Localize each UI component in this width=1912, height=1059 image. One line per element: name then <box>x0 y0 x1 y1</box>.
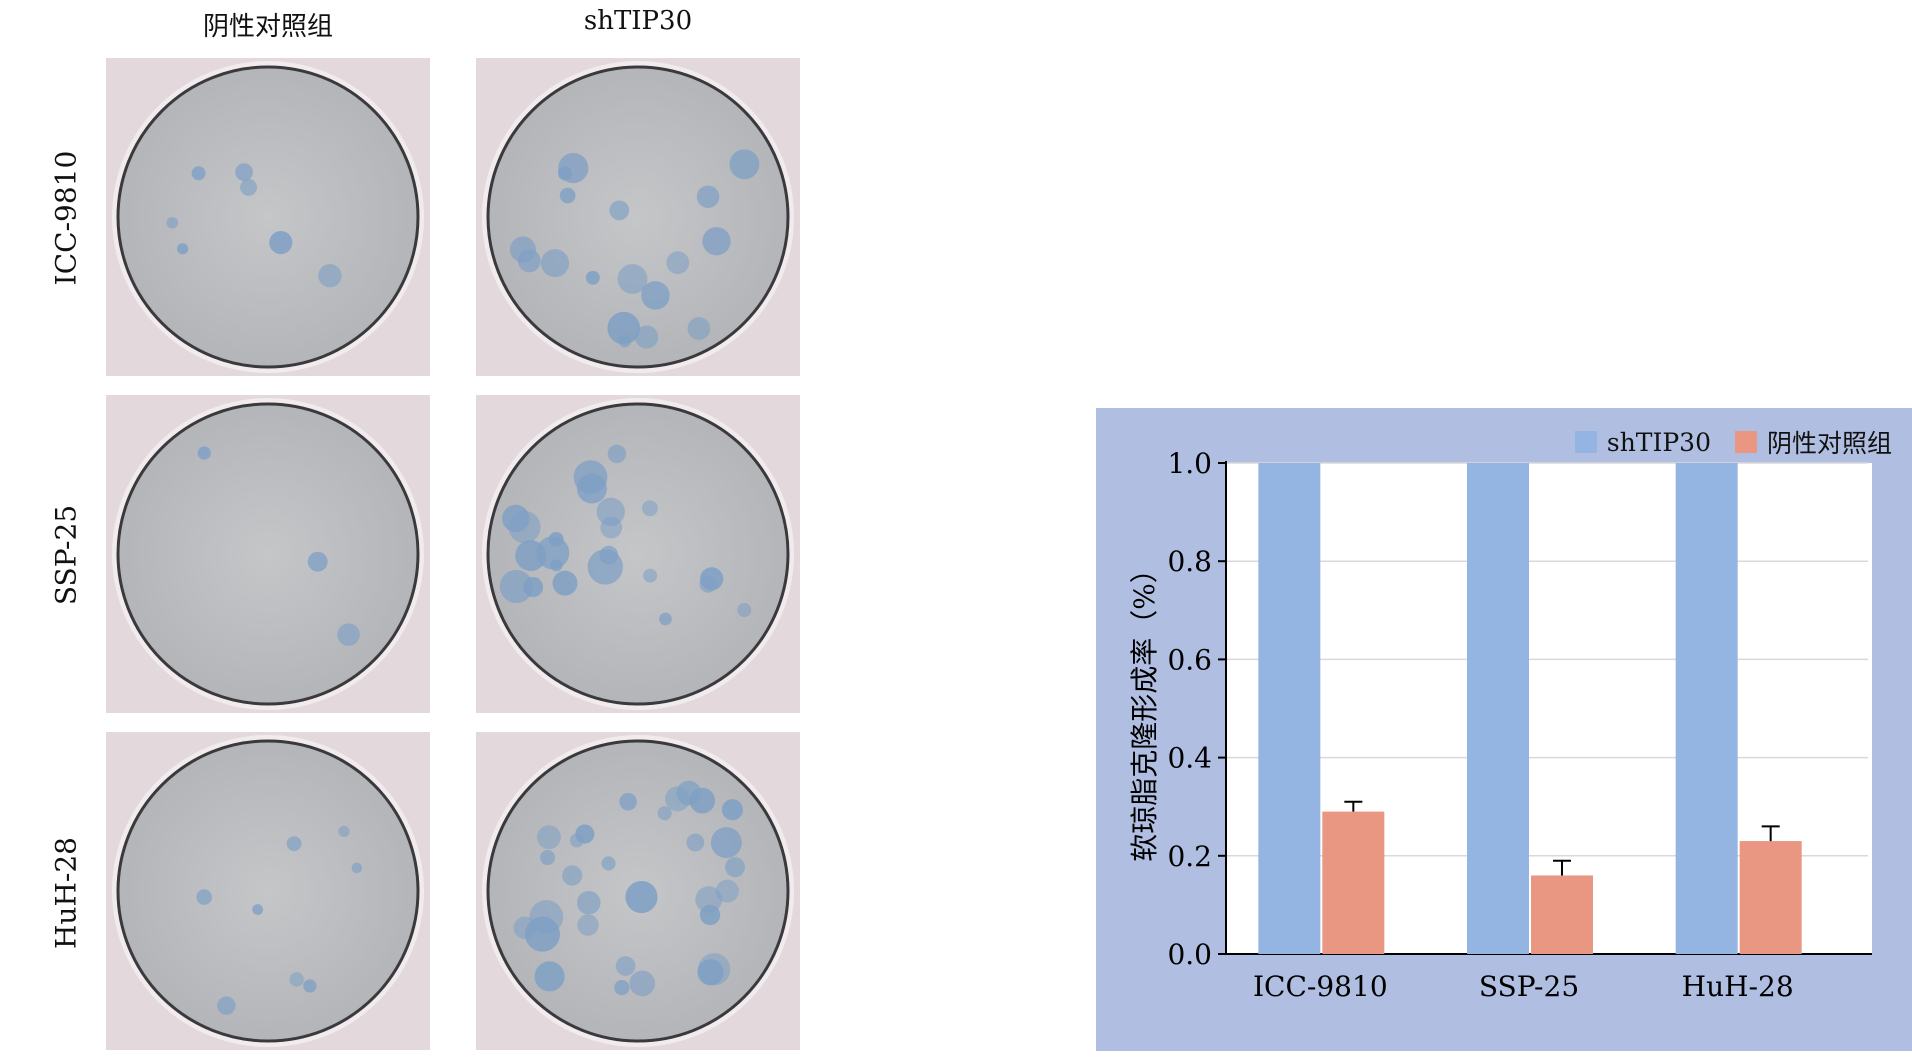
y-axis-title: 软琼脂克隆形成率（%） <box>1128 555 1161 862</box>
plate-photo-ssp25-shtip30 <box>476 395 800 713</box>
bar-chart-panel: 0.0 0.2 0.4 0.6 0.8 1.0 软琼脂克隆形成率（%） ICC-9810 SSP… <box>1096 408 1912 1051</box>
legend-label-shtip30: shTIP30 <box>1606 427 1711 457</box>
x-tick-label: SSP-25 <box>1479 970 1579 1003</box>
plate-photo-huh28-control <box>106 732 430 1050</box>
y-tick-label: 0.2 <box>1167 840 1212 873</box>
bar-shtip30-huh-28 <box>1675 463 1738 954</box>
plate-photo-icc9810-control <box>106 58 430 376</box>
error-bar <box>1344 800 1363 812</box>
bar-control-ssp-25 <box>1531 875 1593 954</box>
x-tick-label: HuH-28 <box>1682 970 1794 1003</box>
y-tick-label: 0.6 <box>1167 643 1212 676</box>
legend-item-control: 阴性对照组 <box>1734 424 1892 460</box>
y-tick-label: 0.8 <box>1167 545 1212 578</box>
chart-legend: shTIP30 阴性对照组 <box>1561 424 1892 460</box>
plate-photo-huh28-shtip30 <box>476 732 800 1050</box>
legend-label-control: 阴性对照组 <box>1766 429 1892 458</box>
row-label-huh-28: HuH-28 <box>49 837 83 949</box>
legend-item-shtip30: shTIP30 <box>1574 427 1711 457</box>
legend-swatch-control <box>1734 431 1757 453</box>
bar-control-huh-28 <box>1739 841 1802 954</box>
y-tick-label: 1.0 <box>1167 447 1212 480</box>
bar-shtip30-icc-9810 <box>1258 463 1321 954</box>
plate-photo-ssp25-control <box>106 395 430 713</box>
x-tick-label: ICC-9810 <box>1253 970 1388 1003</box>
row-label-ssp-25: SSP-25 <box>49 504 83 606</box>
column-header-shtip30: shTIP30 <box>583 6 693 36</box>
y-tick-label: 0.0 <box>1167 938 1212 971</box>
error-bar <box>1553 859 1571 876</box>
row-label-icc-9810: ICC-9810 <box>49 150 83 286</box>
legend-swatch-shtip30 <box>1574 431 1597 453</box>
plate-photo-icc9810-shtip30 <box>476 58 800 376</box>
bar-shtip30-ssp-25 <box>1467 463 1529 954</box>
column-header-control: 阴性对照组 <box>202 12 333 42</box>
bar-control-icc-9810 <box>1322 811 1385 954</box>
error-bar <box>1761 825 1780 842</box>
y-tick-label: 0.4 <box>1167 742 1212 775</box>
bar-chart: 0.0 0.2 0.4 0.6 0.8 1.0 软琼脂克隆形成率（%） ICC-9810 SSP… <box>1128 447 1872 1003</box>
